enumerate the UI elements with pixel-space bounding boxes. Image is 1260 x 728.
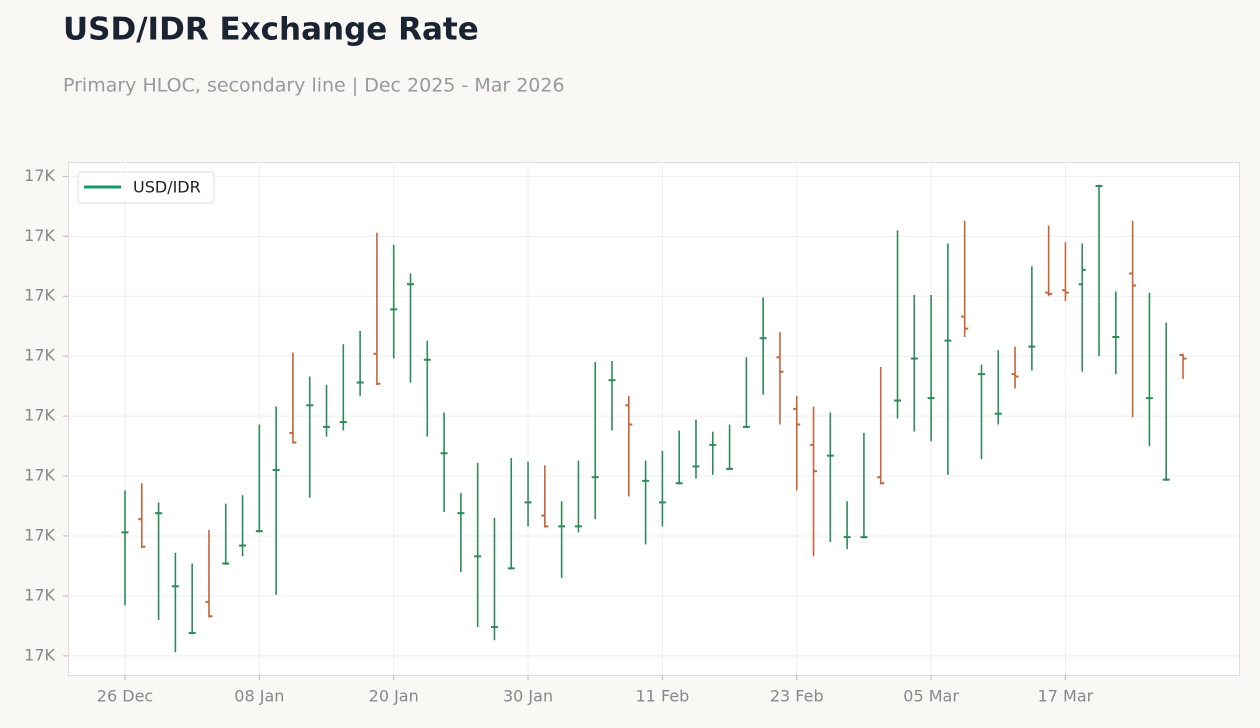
x-tick-label: 30 Jan	[503, 687, 553, 706]
y-tick-label: 17K	[24, 346, 55, 365]
x-tick-label: 11 Feb	[636, 687, 690, 706]
x-tick-label: 23 Feb	[770, 687, 824, 706]
y-tick-label: 17K	[24, 286, 55, 305]
chart-subtitle: Primary HLOC, secondary line | Dec 2025 …	[63, 75, 565, 97]
legend-box	[77, 171, 215, 204]
y-tick-label: 17K	[24, 166, 55, 185]
plot-area	[68, 162, 1240, 676]
x-tick-label: 05 Mar	[903, 687, 959, 706]
y-tick-label: 17K	[24, 466, 55, 485]
x-tick-label: 26 Dec	[97, 687, 153, 706]
y-tick-label: 17K	[24, 406, 55, 425]
y-tick-label: 17K	[24, 585, 55, 604]
y-tick-label: 17K	[24, 226, 55, 245]
x-tick-label: 20 Jan	[369, 687, 419, 706]
x-tick-label: 17 Mar	[1038, 687, 1094, 706]
y-tick-label: 17K	[24, 645, 55, 664]
x-tick-label: 08 Jan	[234, 687, 284, 706]
chart-title: USD/IDR Exchange Rate	[63, 12, 479, 48]
y-tick-label: 17K	[24, 525, 55, 544]
legend-label: USD/IDR	[133, 178, 201, 197]
